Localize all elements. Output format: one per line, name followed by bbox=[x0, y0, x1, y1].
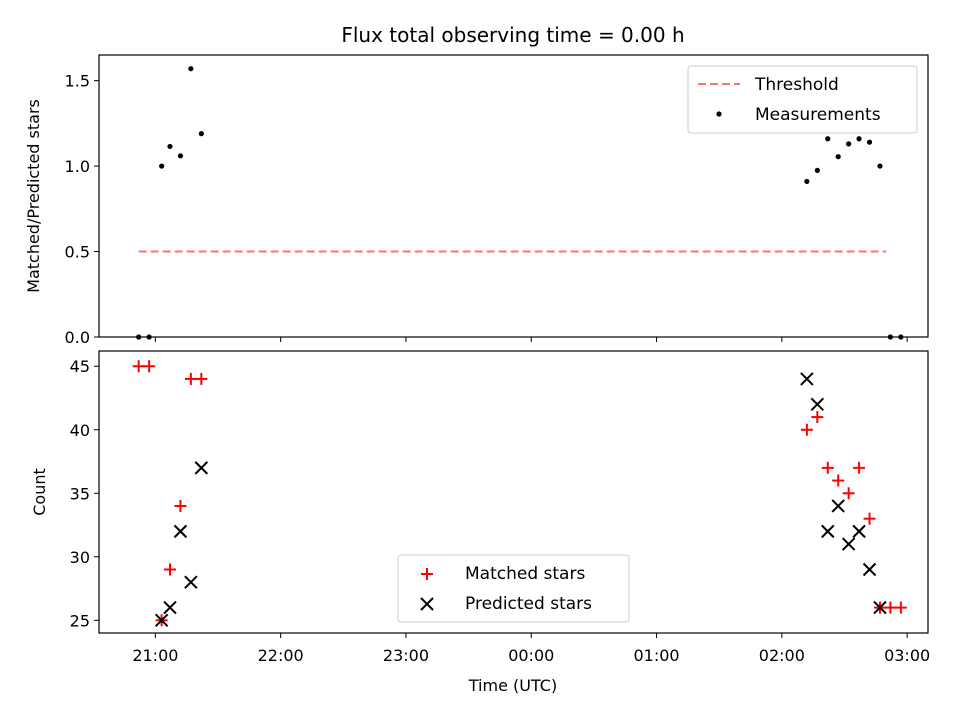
predicted-stars-legend-swatch bbox=[420, 597, 434, 611]
matched-star-point bbox=[174, 499, 187, 512]
matched-star-point bbox=[184, 372, 197, 385]
matched-star-point bbox=[832, 474, 845, 487]
bottom-y-tick-label: 45 bbox=[70, 357, 90, 376]
threshold-legend-label: Threshold bbox=[754, 75, 839, 95]
measurement-point bbox=[804, 178, 810, 185]
matched-stars-legend-label: Matched stars bbox=[465, 564, 585, 584]
top-y-tick-label: 1.0 bbox=[65, 157, 90, 176]
bottom-legend-box bbox=[397, 554, 630, 623]
matched-star-point bbox=[800, 423, 813, 436]
x-axis-label: Time (UTC) bbox=[468, 676, 557, 695]
predicted-star-point bbox=[841, 537, 856, 551]
matched-stars-legend-swatch bbox=[421, 568, 433, 580]
bottom-y-tick-label: 30 bbox=[70, 548, 90, 567]
measurement-point bbox=[877, 163, 883, 169]
matched-star-point bbox=[821, 461, 834, 474]
bottom-y-tick-label: 25 bbox=[70, 611, 90, 630]
predicted-star-point bbox=[800, 372, 814, 386]
predicted-stars-legend-label: Predicted stars bbox=[465, 594, 592, 614]
top-axes-frame bbox=[98, 54, 929, 338]
bottom-y-ticks: 25 30 35 40 45 bbox=[70, 357, 99, 630]
bottom-legend: Matched stars Predicted stars bbox=[397, 554, 630, 623]
top-legend: Threshold Measurements bbox=[687, 65, 918, 134]
bottom-axes: Count Time (UTC) 25 30 35 40 45 21:00 22:00 23… bbox=[30, 350, 930, 695]
measurement-point bbox=[866, 139, 873, 145]
bottom-y-tick-label: 35 bbox=[70, 484, 90, 503]
matched-star-point bbox=[884, 601, 897, 614]
x-tick-label: 02:00 bbox=[759, 646, 805, 665]
matched-star-point bbox=[894, 601, 907, 614]
measurement-point bbox=[814, 167, 820, 173]
predicted-star-point bbox=[821, 524, 835, 539]
matched-star-point bbox=[143, 360, 156, 373]
bottom-y-tick-label: 40 bbox=[70, 421, 90, 440]
matched-star-point bbox=[132, 360, 145, 373]
x-tick-label: 03:00 bbox=[884, 646, 930, 665]
predicted-star-point bbox=[194, 461, 209, 475]
predicted-star-point bbox=[831, 499, 845, 513]
predicted-star-point bbox=[873, 600, 887, 615]
measurements-legend-label: Measurements bbox=[755, 105, 881, 125]
predicted-star-point bbox=[173, 524, 188, 539]
matched-star-point bbox=[842, 487, 855, 500]
top-y-tick-label: 0.5 bbox=[65, 243, 90, 262]
bottom-axes-frame bbox=[98, 350, 929, 634]
bottom-y-axis-label: Count bbox=[30, 468, 49, 516]
top-legend-box bbox=[687, 65, 918, 134]
matched-star-point bbox=[853, 461, 866, 474]
x-tick-label: 23:00 bbox=[383, 646, 429, 665]
predicted-star-point bbox=[154, 613, 169, 628]
top-y-tick-label: 0.0 bbox=[65, 328, 90, 347]
matched-star-point bbox=[163, 563, 176, 576]
measurement-point bbox=[825, 136, 831, 142]
x-tick-label: 01:00 bbox=[633, 646, 679, 665]
measurement-point bbox=[198, 131, 204, 137]
top-y-tick-label: 1.5 bbox=[65, 72, 90, 91]
measurement-point bbox=[846, 141, 852, 147]
predicted-star-point bbox=[810, 397, 825, 412]
measurement-point bbox=[835, 154, 841, 160]
x-tick-label: 22:00 bbox=[258, 646, 304, 665]
measurement-point bbox=[177, 153, 184, 159]
measurements-legend-swatch bbox=[716, 111, 722, 117]
predicted-star-point bbox=[862, 562, 877, 577]
predicted-star-point bbox=[852, 524, 866, 539]
measurement-point bbox=[159, 163, 165, 169]
measurement-point bbox=[167, 143, 173, 150]
predicted-star-point bbox=[163, 600, 177, 615]
top-y-ticks: 0.0 0.5 1.0 1.5 bbox=[65, 72, 99, 347]
bottom-x-ticks: 21:00 22:00 23:00 00:00 01:00 02:00 03:00 bbox=[132, 633, 930, 665]
top-x-ticks bbox=[154, 337, 908, 342]
matched-star-point bbox=[811, 411, 824, 424]
predicted-star-point bbox=[184, 575, 198, 589]
x-tick-label: 00:00 bbox=[508, 646, 554, 665]
top-axes: Flux total observing time = 0.00 h Match… bbox=[24, 23, 929, 347]
chart-title: Flux total observing time = 0.00 h bbox=[341, 23, 684, 47]
measurement-point bbox=[188, 66, 194, 72]
x-tick-label: 21:00 bbox=[132, 646, 178, 665]
top-y-axis-label: Matched/Predicted stars bbox=[24, 99, 43, 293]
matched-star-point bbox=[863, 512, 876, 525]
bottom-plot-area bbox=[132, 360, 907, 628]
top-plot-area bbox=[136, 66, 904, 340]
measurement-point bbox=[856, 136, 862, 142]
matched-star-point bbox=[195, 372, 208, 385]
